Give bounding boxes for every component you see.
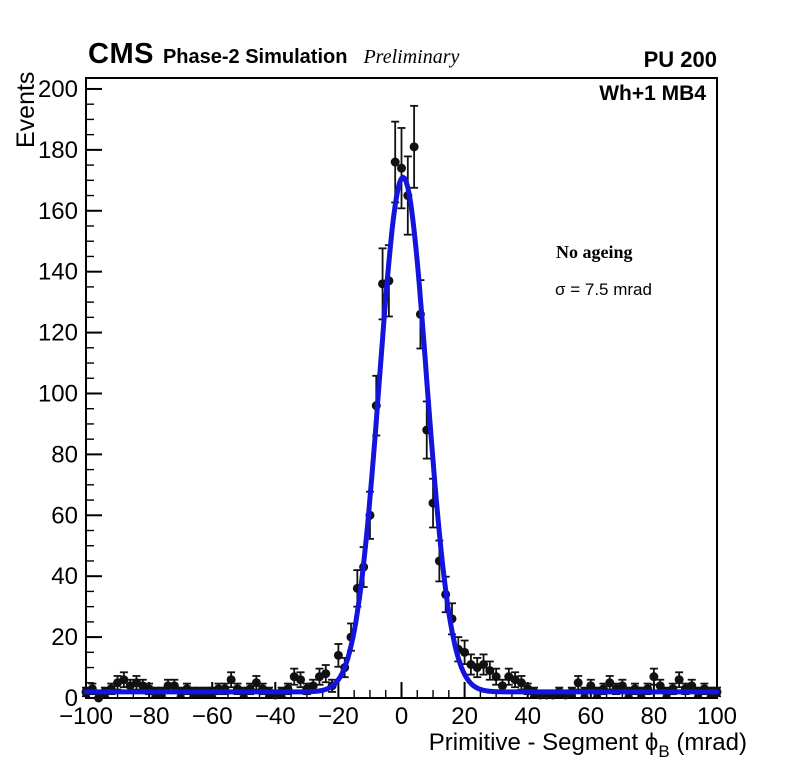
- header-sublabel: Preliminary: [363, 46, 460, 68]
- x-tick-label: 60: [577, 703, 604, 730]
- data-point: [251, 678, 261, 688]
- y-tick-label: 200: [38, 76, 78, 103]
- data-point: [479, 660, 489, 670]
- data-point: [497, 681, 507, 691]
- data-point: [617, 681, 627, 691]
- x-tick-label: 40: [514, 703, 541, 730]
- data-point: [397, 163, 406, 173]
- x-tick-label: 100: [697, 703, 737, 730]
- data-point: [308, 681, 318, 691]
- data-point: [687, 681, 697, 691]
- annotation-scenario: No ageing: [556, 242, 633, 262]
- x-tick-label: −40: [255, 703, 296, 730]
- data-point: [485, 666, 495, 676]
- pileup-label: PU 200: [643, 47, 717, 72]
- x-tick-label: −80: [129, 703, 170, 730]
- x-axis-title-main: Primitive - Segment: [428, 729, 645, 756]
- annotation-sigma: σ = 7.5 mrad: [555, 280, 652, 299]
- y-tick-label: 40: [51, 563, 78, 590]
- data-point: [605, 678, 615, 688]
- phi-subscript: B: [658, 742, 670, 761]
- data-point: [333, 650, 343, 660]
- x-tick-label: 20: [451, 703, 478, 730]
- data-point: [516, 678, 526, 688]
- data-point: [674, 675, 684, 685]
- y-tick-label: 0: [65, 685, 78, 712]
- data-point: [460, 647, 470, 657]
- data-point: [119, 675, 129, 685]
- y-tick-label: 180: [38, 137, 78, 164]
- phi-symbol: ϕ: [644, 729, 659, 756]
- y-tick-label: 140: [38, 259, 78, 286]
- y-axis-title: Events: [12, 71, 40, 148]
- y-tick-label: 60: [51, 502, 78, 529]
- x-axis-title: Primitive - Segment ϕB (mrad): [428, 729, 747, 761]
- y-tick-label: 20: [51, 624, 78, 651]
- x-tick-label: −100: [59, 703, 113, 730]
- y-tick-label: 160: [38, 198, 78, 225]
- x-tick-label: −60: [192, 703, 233, 730]
- y-tick-label: 100: [38, 380, 78, 407]
- data-point: [169, 681, 179, 691]
- y-tick-label: 120: [38, 320, 78, 347]
- data-point: [491, 672, 501, 682]
- data-point: [321, 669, 331, 679]
- data-point: [655, 681, 665, 691]
- data-point: [586, 681, 596, 691]
- x-tick-label: −20: [318, 703, 359, 730]
- data-point: [94, 693, 104, 703]
- data-point: [573, 678, 583, 688]
- wheel-station-label: Wh+1 MB4: [599, 82, 706, 105]
- data-point: [296, 675, 306, 685]
- data-point: [649, 672, 659, 682]
- data-point: [163, 681, 173, 691]
- header: CMS Phase-2 Simulation Preliminary: [88, 38, 459, 71]
- data-point: [409, 142, 419, 152]
- x-tick-label: 0: [395, 703, 408, 730]
- experiment-logo-text: CMS: [88, 38, 154, 70]
- y-tick-label: 80: [51, 441, 78, 468]
- data-point: [390, 157, 400, 167]
- x-tick-label: 80: [641, 703, 668, 730]
- fit-curve: [83, 174, 720, 695]
- data-point: [226, 675, 236, 685]
- x-axis-title-unit: (mrad): [669, 729, 747, 756]
- header-label: Phase-2 Simulation: [162, 46, 348, 68]
